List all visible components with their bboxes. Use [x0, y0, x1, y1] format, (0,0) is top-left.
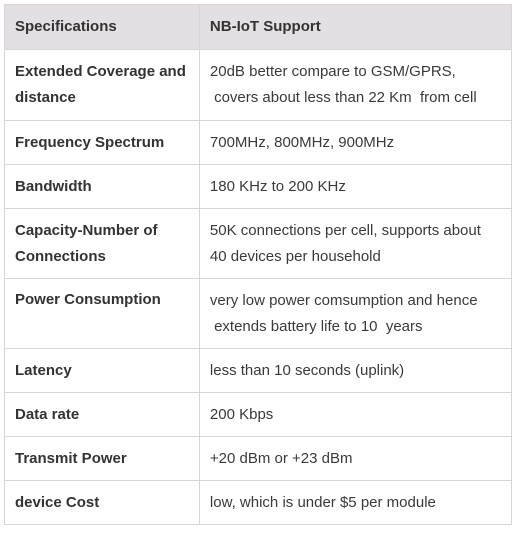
spec-cell: Latency	[4, 348, 200, 393]
value-cell: low, which is under $5 per module	[198, 480, 513, 525]
table-row: Transmit Power +20 dBm or +23 dBm	[4, 436, 513, 481]
value-text: 700MHz, 800MHz, 900MHz	[209, 133, 395, 151]
spec-cell: Frequency Spectrum	[4, 120, 200, 165]
value-text: 40 devices per household	[209, 247, 381, 265]
value-cell: 180 KHz to 200 KHz	[198, 164, 513, 209]
spec-cell: Transmit Power	[4, 436, 200, 481]
value-cell: very low power comsumption and hence ext…	[198, 278, 513, 349]
value-text: 180 KHz to 200 KHz	[209, 177, 346, 195]
spec-cell: Capacity-Number of Connections	[4, 208, 200, 279]
table-row: Extended Coverage and distance 20dB bett…	[4, 49, 513, 121]
value-text: 200 Kbps	[209, 405, 274, 423]
table-row: Latency less than 10 seconds (uplink)	[4, 348, 513, 393]
table-row: Data rate 200 Kbps	[4, 392, 513, 437]
spec-text: Latency	[15, 361, 72, 379]
value-text: +20 dBm or +23 dBm	[209, 449, 353, 467]
table-row: Capacity-Number of Connections 50K conne…	[4, 208, 513, 279]
header-specifications: Specifications	[4, 4, 200, 50]
value-cell: 20dB better compare to GSM/GPRS, covers …	[198, 49, 513, 121]
value-cell: 700MHz, 800MHz, 900MHz	[198, 120, 513, 165]
table-row: device Cost low, which is under $5 per m…	[4, 480, 513, 525]
table-row: Frequency Spectrum 700MHz, 800MHz, 900MH…	[4, 120, 513, 165]
value-text: low, which is under $5 per module	[209, 493, 436, 511]
spec-text: Transmit Power	[15, 449, 127, 467]
spec-text: Capacity-Number of	[15, 221, 158, 239]
table-header-row: Specifications NB-IoT Support	[4, 4, 513, 50]
spec-cell: Extended Coverage and distance	[4, 49, 200, 121]
value-cell: +20 dBm or +23 dBm	[198, 436, 513, 481]
table-row: Bandwidth 180 KHz to 200 KHz	[4, 164, 513, 209]
spec-cell: Data rate	[4, 392, 200, 437]
value-cell: less than 10 seconds (uplink)	[198, 348, 513, 393]
table-row: Power Consumption very low power comsump…	[4, 278, 513, 349]
spec-text: Frequency Spectrum	[15, 133, 165, 151]
specifications-table: Specifications NB-IoT Support Extended C…	[4, 4, 513, 525]
spec-text: Connections	[15, 247, 106, 265]
value-cell: 200 Kbps	[198, 392, 513, 437]
spec-text: Extended Coverage and	[15, 63, 186, 80]
value-cell: 50K connections per cell, supports about…	[198, 208, 513, 279]
header-nb-iot-support: NB-IoT Support	[198, 4, 513, 50]
value-text: covers about less than 22 Km from cell	[209, 89, 477, 106]
spec-cell: Power Consumption	[4, 278, 200, 349]
value-text: extends battery life to 10 years	[209, 317, 423, 335]
value-text: 50K connections per cell, supports about	[209, 221, 481, 239]
spec-text: Power Consumption	[15, 291, 161, 308]
spec-text: distance	[15, 89, 76, 106]
value-text: 20dB better compare to GSM/GPRS,	[209, 63, 456, 80]
spec-text: Data rate	[15, 405, 80, 423]
value-text: very low power comsumption and hence	[209, 291, 478, 309]
spec-cell: Bandwidth	[4, 164, 200, 209]
value-text: less than 10 seconds (uplink)	[209, 361, 405, 379]
spec-cell: device Cost	[4, 480, 200, 525]
spec-text: Bandwidth	[15, 177, 92, 195]
spec-text: device Cost	[15, 493, 100, 511]
